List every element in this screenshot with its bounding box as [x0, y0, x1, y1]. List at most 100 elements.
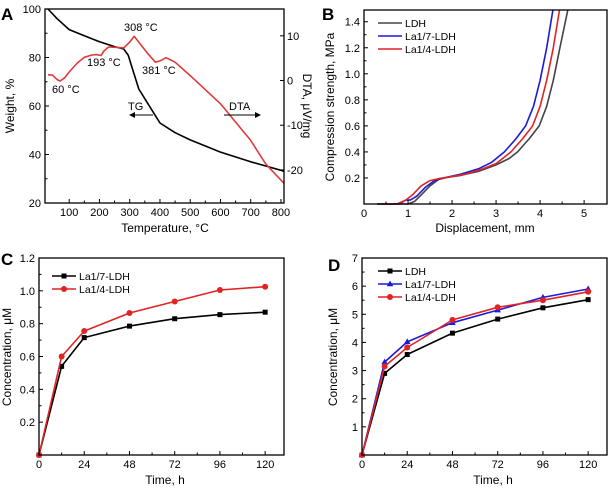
- data-point: [404, 352, 410, 358]
- data-point: [539, 297, 546, 304]
- y2-tick-label: 0: [287, 76, 293, 88]
- y-tick-label: 6: [352, 281, 358, 293]
- y-axis-label: Concentration, μM: [326, 308, 340, 406]
- legend-label: La1/4-LDH: [405, 44, 456, 56]
- data-point: [585, 288, 592, 295]
- x-tick-label: 72: [492, 459, 504, 471]
- x-tick-label: 600: [211, 207, 229, 219]
- data-point: [58, 353, 65, 360]
- series-line-ldh: [361, 298, 589, 456]
- data-point: [126, 323, 132, 329]
- data-point: [262, 309, 268, 315]
- y-tick-label: 1.2: [20, 253, 35, 265]
- y-tick-label: 0.6: [20, 352, 35, 364]
- data-point: [381, 358, 388, 365]
- x-tick-label: 0: [361, 208, 367, 220]
- y-tick-label: 60: [29, 101, 41, 113]
- legend-label: La1/4-LDH: [79, 284, 130, 296]
- x-tick-label: 24: [78, 459, 90, 471]
- annotation-label: 381 °C: [142, 65, 176, 77]
- panel-letter: B: [322, 5, 334, 24]
- data-point: [494, 304, 501, 311]
- legend-label: La1/7-LDH: [405, 31, 456, 43]
- legend-marker: [61, 273, 67, 279]
- data-point: [540, 305, 546, 311]
- legend-label: La1/4-LDH: [405, 292, 456, 304]
- y-tick-label: 100: [23, 4, 41, 16]
- annotation-label: 193 °C: [87, 57, 121, 69]
- panel-letter: C: [1, 250, 13, 269]
- plot-frame: [361, 257, 608, 456]
- x-tick-label: 700: [242, 207, 260, 219]
- y-tick-label: 7: [352, 253, 358, 265]
- data-point: [449, 330, 455, 336]
- series-line-tg: [47, 8, 285, 173]
- series-line-dta: [47, 35, 285, 184]
- y-tick-label: 1.2: [345, 43, 360, 55]
- x-axis-label: Temperature, °C: [121, 221, 209, 235]
- x-tick-label: 4: [537, 208, 543, 220]
- y-tick-label: 4: [352, 337, 358, 349]
- legend-label: La1/7-LDH: [79, 271, 130, 283]
- y-tick-label: 0.2: [20, 417, 35, 429]
- x-tick-label: 3: [493, 208, 499, 220]
- y-tick-label: 1.0: [345, 69, 360, 81]
- annotation-label: TG: [128, 101, 143, 113]
- y2-tick-label: 10: [287, 31, 299, 43]
- data-point: [495, 316, 501, 322]
- data-point: [381, 363, 388, 370]
- y-tick-label: 20: [29, 198, 41, 210]
- y-tick-label: 0.8: [345, 95, 360, 107]
- panel-a: 100 200 300 400 500 600 700 80020406080100-20-1…: [1, 4, 314, 235]
- legend-marker: [61, 286, 67, 292]
- x-axis-label: Time, h: [145, 473, 185, 487]
- x-tick-label: 300: [121, 207, 139, 219]
- panel-d: 0 24 48 72 96 120 1 2 3 4 5 6 7 Time, h Concentration,…: [326, 253, 608, 487]
- series-line-la1-4-ldh: [38, 285, 266, 456]
- x-axis-label: Displacement, mm: [435, 221, 534, 235]
- x-tick-label: 48: [123, 459, 135, 471]
- y2-tick-label: -20: [287, 165, 303, 177]
- x-tick-label: 2: [449, 208, 455, 220]
- x-tick-label: 500: [181, 207, 199, 219]
- y-tick-label: 0.4: [345, 147, 360, 159]
- x-tick-label: 120: [579, 459, 597, 471]
- y-axis-label: Concentration, μM: [0, 308, 14, 406]
- annotation-label: DTA: [229, 101, 251, 113]
- legend-label: LDH: [405, 18, 426, 30]
- annotation-label: 60 °C: [52, 84, 80, 96]
- panel-c: 0 24 48 72 96 120 0.2 0.4 0.6 0.8 1.0 1.2 Time, h Con…: [0, 250, 285, 487]
- y-tick-label: 0.6: [345, 121, 360, 133]
- x-tick-label: 5: [581, 208, 587, 220]
- y-tick-label: 2: [352, 394, 358, 406]
- x-tick-label: 96: [214, 459, 226, 471]
- x-tick-label: 1: [405, 208, 411, 220]
- y-tick-label: 3: [352, 366, 358, 378]
- x-tick-label: 48: [446, 459, 458, 471]
- y-tick-label: 0.8: [20, 319, 35, 331]
- x-tick-label: 96: [537, 459, 549, 471]
- legend-marker: [386, 280, 394, 287]
- y-tick-label: 5: [352, 309, 358, 321]
- panel-b: 0 1 2 3 4 5 0.2 0.4 0.6 0.8 1.0 1.2 1.4 Displacement,…: [322, 5, 608, 235]
- data-point: [404, 344, 411, 351]
- data-point: [126, 309, 133, 316]
- x-axis-label: Time, h: [473, 473, 513, 487]
- x-tick-label: 400: [151, 207, 169, 219]
- data-point: [403, 338, 411, 345]
- legend-marker: [387, 294, 393, 300]
- y-tick-label: 0.4: [20, 384, 35, 396]
- x-tick-label: 100: [60, 207, 78, 219]
- data-point: [382, 370, 388, 376]
- annotation-label: 308 °C: [124, 22, 158, 34]
- y-axis-label: Compression strength, MPa: [323, 32, 337, 181]
- legend-label: LDH: [405, 266, 426, 278]
- x-tick-label: 120: [256, 459, 274, 471]
- x-tick-label: 800: [272, 207, 290, 219]
- data-point: [81, 335, 87, 341]
- plot-frame: [363, 9, 608, 205]
